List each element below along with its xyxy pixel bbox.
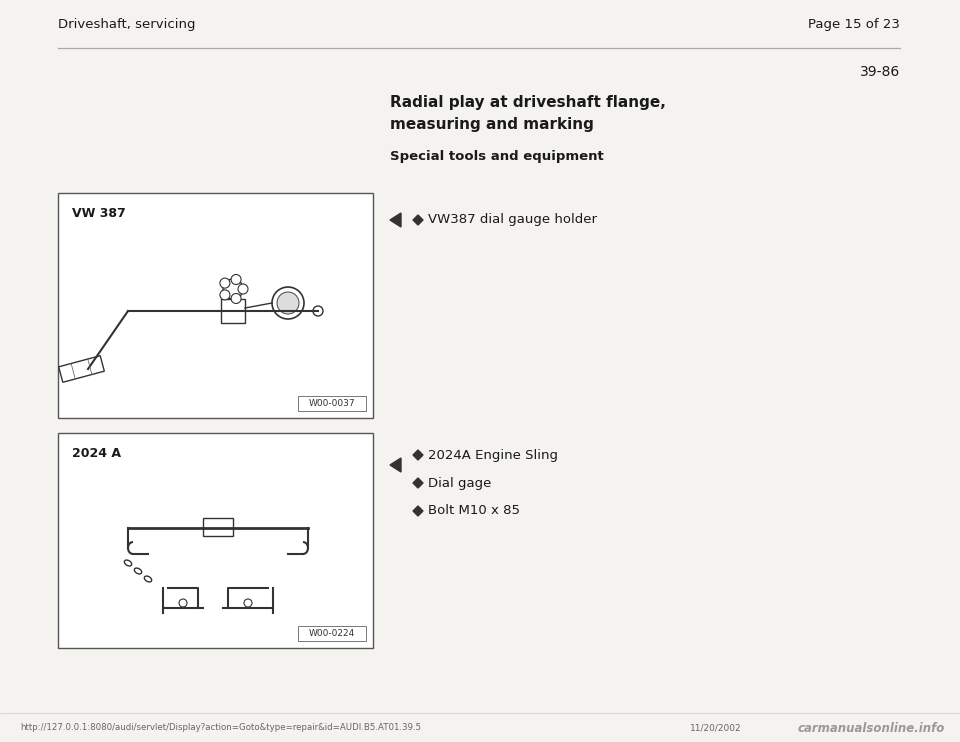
Circle shape: [223, 279, 243, 299]
Circle shape: [220, 278, 229, 288]
Polygon shape: [390, 458, 401, 472]
Polygon shape: [390, 213, 401, 227]
Circle shape: [231, 275, 241, 284]
Circle shape: [313, 306, 323, 316]
Circle shape: [244, 599, 252, 607]
Circle shape: [231, 294, 241, 303]
Text: Radial play at driveshaft flange,: Radial play at driveshaft flange,: [390, 95, 666, 110]
Polygon shape: [59, 355, 105, 382]
Text: measuring and marking: measuring and marking: [390, 117, 594, 132]
Bar: [203, 518, 233, 536]
Text: Special tools and equipment: Special tools and equipment: [390, 150, 604, 163]
Bar: [221, 299, 245, 323]
Polygon shape: [413, 450, 423, 460]
Bar: [298, 396, 366, 411]
Circle shape: [272, 287, 304, 319]
Text: 2024 A: 2024 A: [72, 447, 121, 460]
Bar: [58, 433, 373, 648]
Text: Bolt M10 x 85: Bolt M10 x 85: [428, 505, 520, 517]
Bar: [58, 193, 373, 418]
Circle shape: [220, 290, 229, 300]
Ellipse shape: [124, 560, 132, 566]
Polygon shape: [413, 506, 423, 516]
Text: W00-0224: W00-0224: [309, 629, 355, 638]
Text: http://127.0.0.1:8080/audi/servlet/Display?action=Goto&type=repair&id=AUDI.B5.AT: http://127.0.0.1:8080/audi/servlet/Displ…: [20, 723, 421, 732]
Polygon shape: [413, 215, 423, 225]
Bar: [298, 626, 366, 641]
Text: 2024A Engine Sling: 2024A Engine Sling: [428, 448, 558, 462]
Text: 39-86: 39-86: [860, 65, 900, 79]
Text: Driveshaft, servicing: Driveshaft, servicing: [58, 18, 196, 31]
Circle shape: [179, 599, 187, 607]
Text: 11/20/2002: 11/20/2002: [690, 723, 742, 732]
Text: Dial gage: Dial gage: [428, 476, 492, 490]
Polygon shape: [413, 478, 423, 488]
Text: VW 387: VW 387: [72, 207, 126, 220]
Circle shape: [238, 284, 248, 294]
Text: VW387 dial gauge holder: VW387 dial gauge holder: [428, 214, 597, 226]
Text: W00-0037: W00-0037: [309, 399, 355, 408]
Text: Page 15 of 23: Page 15 of 23: [808, 18, 900, 31]
Circle shape: [277, 292, 299, 314]
Text: carmanualsonline.info: carmanualsonline.info: [798, 721, 945, 735]
Ellipse shape: [144, 576, 152, 582]
Ellipse shape: [134, 568, 142, 574]
